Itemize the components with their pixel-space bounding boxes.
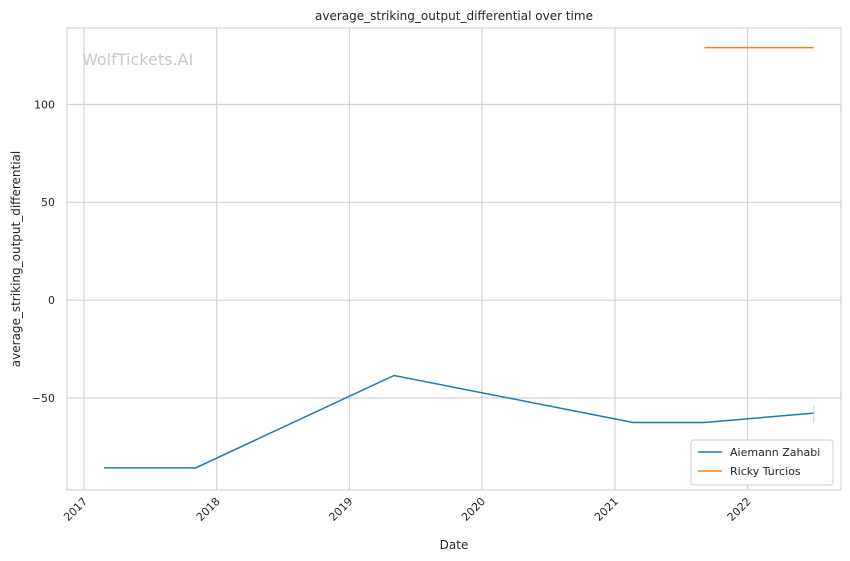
chart-title: average_striking_output_differential ove…: [315, 9, 593, 23]
legend-label-ricky-turcios: Ricky Turcios: [730, 465, 801, 478]
y-axis-ticks: 100 50 0 −50: [32, 98, 55, 405]
y-tick-label: −50: [32, 392, 55, 405]
plot-area: [66, 27, 842, 491]
series-line-aiemann-zahabi: [104, 374, 814, 469]
y-tick-label: 100: [34, 98, 55, 111]
y-tick-label: 0: [48, 294, 55, 307]
x-axis-title: Date: [440, 538, 469, 552]
legend-box: [690, 439, 834, 486]
x-tick-label: 2019: [326, 495, 355, 524]
x-tick-label: 2020: [459, 495, 488, 524]
x-tick-label: 2018: [194, 495, 223, 524]
x-tick-label: 2021: [592, 495, 621, 524]
legend-label-aiemann-zahabi: Aiemann Zahabi: [730, 446, 820, 459]
x-axis-ticks: 2017 2018 2019 2020 2021 2022: [61, 495, 754, 524]
series-layer: [104, 46, 815, 469]
x-tick-label: 2022: [725, 495, 754, 524]
x-tick-label: 2017: [61, 495, 90, 524]
y-axis-title: average_striking_output_differential: [9, 151, 23, 367]
legend: Aiemann Zahabi Ricky Turcios: [690, 439, 834, 486]
grid: [67, 28, 841, 490]
watermark-text: WolfTickets.AI: [82, 50, 193, 69]
y-tick-label: 50: [41, 196, 55, 209]
